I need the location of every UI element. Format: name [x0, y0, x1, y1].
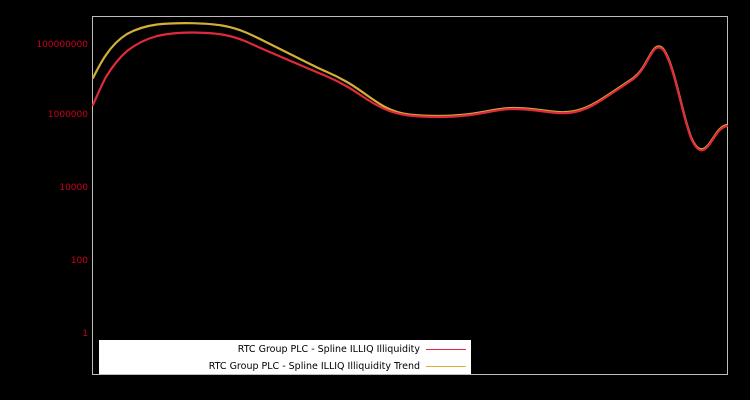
- legend-swatch-illiquidity: [426, 349, 466, 350]
- y-tick-label-100000000: 100000000: [36, 40, 88, 50]
- legend-swatch-trend: [426, 366, 466, 367]
- legend-item-trend: RTC Group PLC - Spline ILLIQ Illiquidity…: [100, 358, 470, 375]
- y-tick-label-10000: 10000: [59, 183, 88, 193]
- legend-item-illiquidity: RTC Group PLC - Spline ILLIQ Illiquidity: [100, 341, 470, 358]
- y-tick-label-100: 100: [70, 256, 88, 266]
- legend-label-illiquidity: RTC Group PLC - Spline ILLIQ Illiquidity: [237, 344, 420, 355]
- y-tick-label-1000000: 1000000: [47, 110, 88, 120]
- chart-legend: RTC Group PLC - Spline ILLIQ Illiquidity…: [99, 340, 471, 374]
- legend-label-trend: RTC Group PLC - Spline ILLIQ Illiquidity…: [208, 361, 420, 372]
- y-tick-label-1: 1: [82, 329, 88, 339]
- plot-frame: [92, 16, 728, 375]
- series-line-illiquidity: [91, 31, 729, 152]
